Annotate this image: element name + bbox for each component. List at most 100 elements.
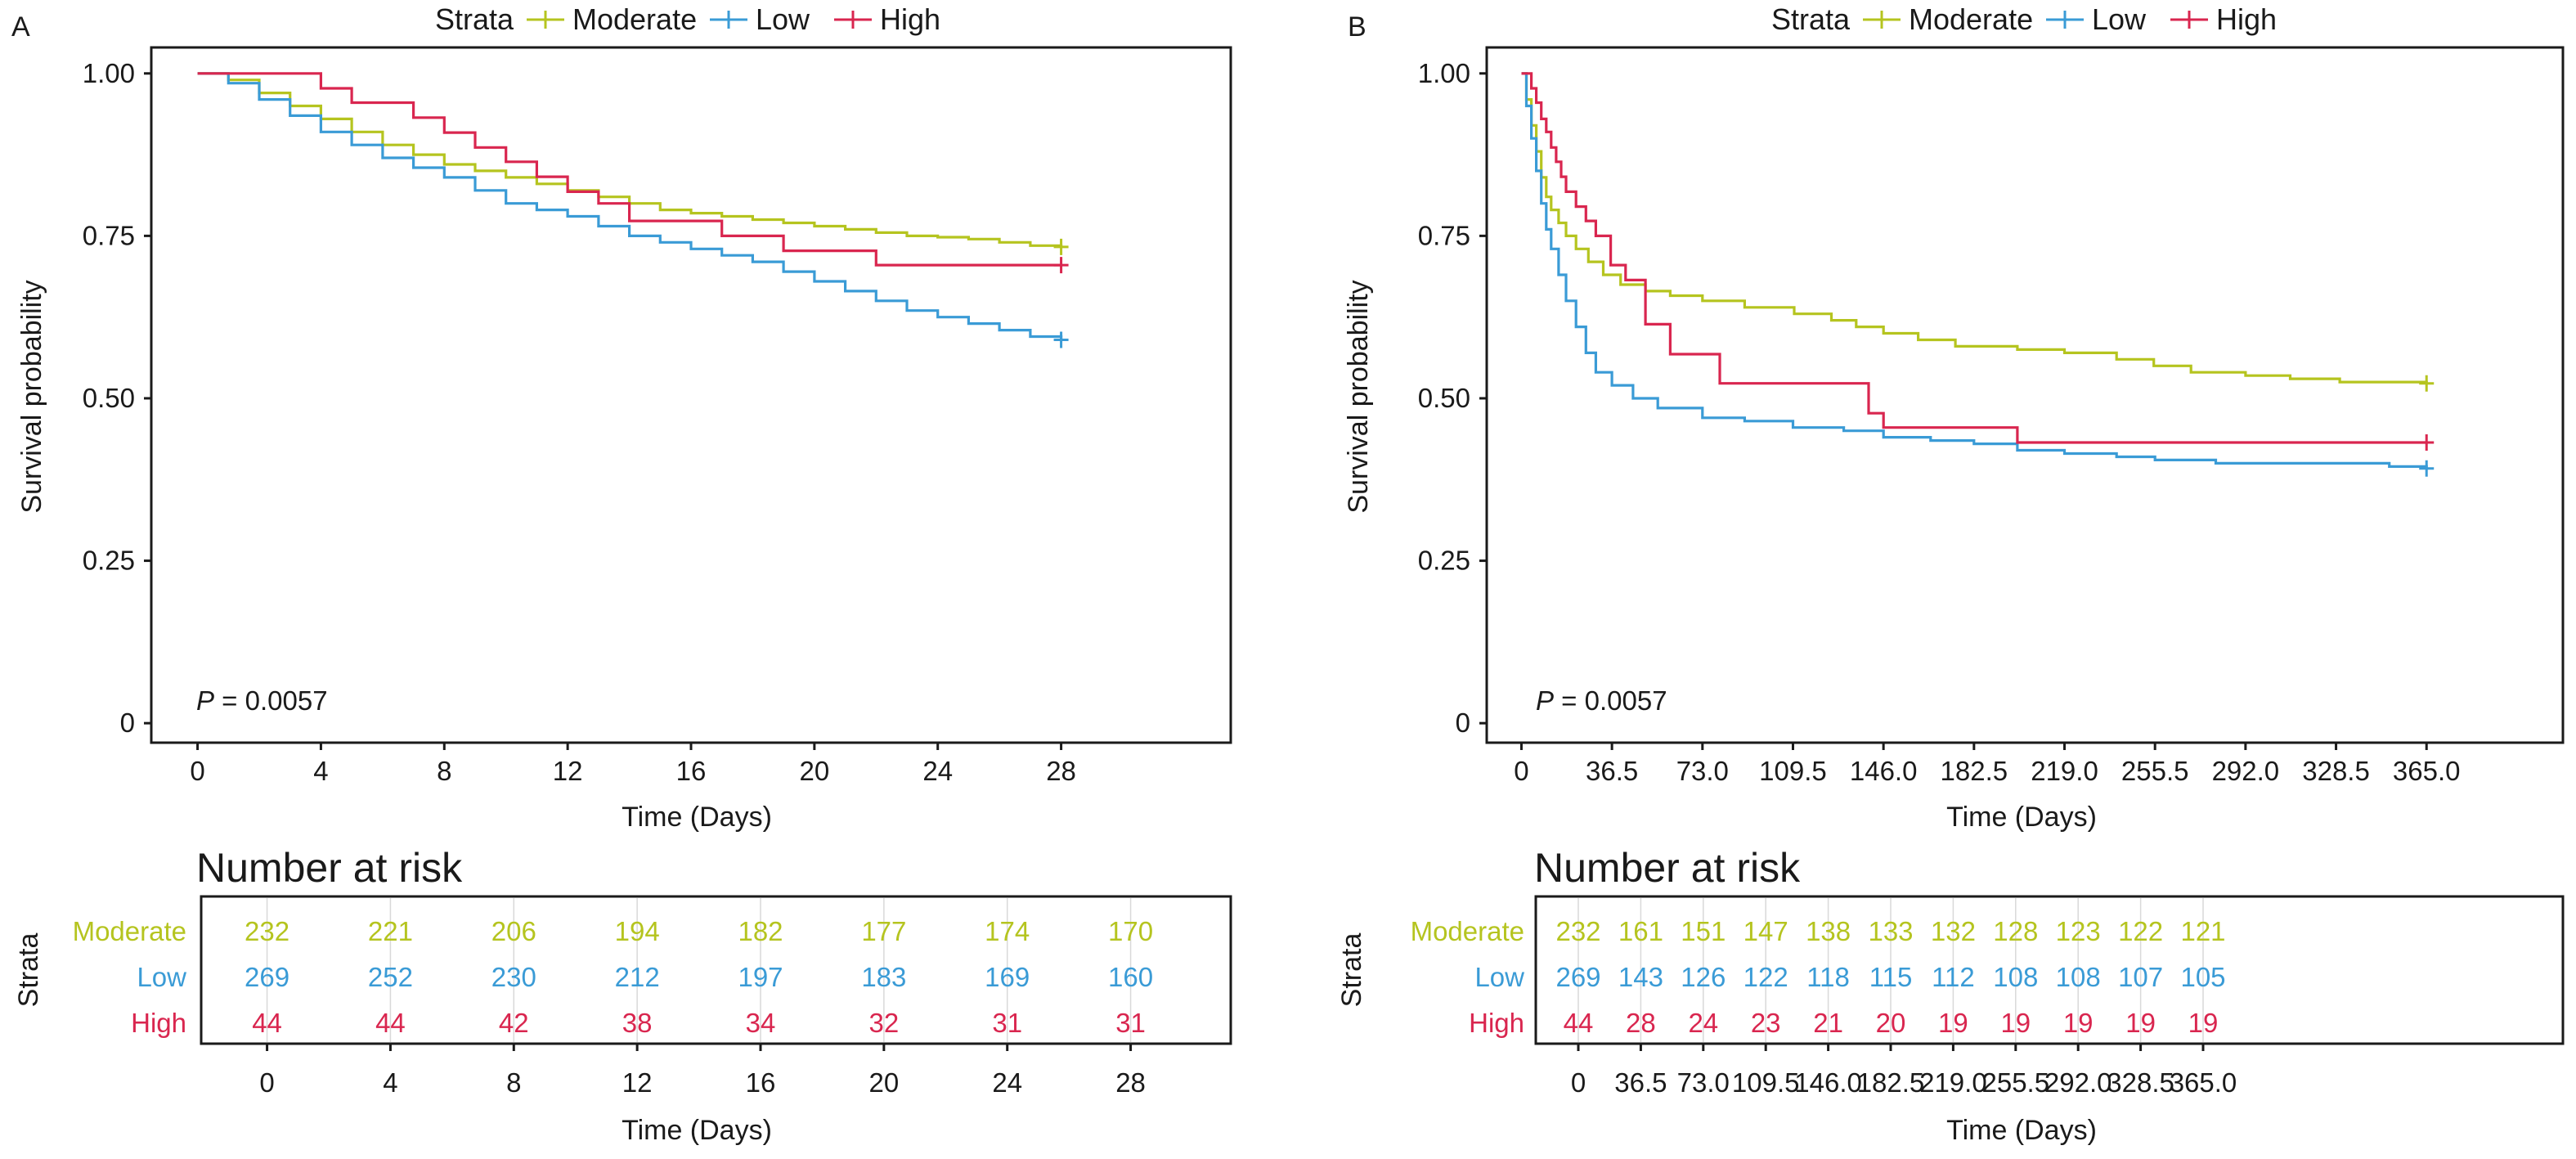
legend-label-high-a: High: [880, 2, 940, 36]
panel-a: A Strata Moderate Low High 0 0.25 0.50 0.75…: [11, 2, 1232, 1146]
risk-count-high-b-0: 44: [1564, 1008, 1594, 1038]
censor-mark-high-b: [2419, 434, 2435, 451]
y-axis-title-b: Survival probability: [1343, 280, 1374, 513]
risk-count-high-a-1: 44: [375, 1008, 406, 1038]
legend-label-low-a: Low: [756, 2, 810, 36]
risk-strata-label-moderate-a: Moderate: [73, 916, 186, 946]
risk-count-moderate-a-3: 194: [615, 916, 660, 946]
legend-a: Strata Moderate Low High: [435, 2, 940, 36]
risk-count-moderate-b-3: 147: [1744, 916, 1788, 946]
legend-key-high-a: [834, 11, 872, 29]
risk-count-high-b-8: 19: [2063, 1008, 2094, 1038]
risk-x-tick-label-a-4: 16: [746, 1067, 776, 1098]
risk-strata-label-low-b: Low: [1474, 962, 1524, 992]
y-tick-label-a-3: 0.75: [83, 220, 135, 250]
legend-label-low-b: Low: [2092, 2, 2147, 36]
risk-x-tick-label-a-2: 8: [506, 1067, 521, 1098]
plot-area-b: 0 0.25 0.50 0.75 1.00 0 36.5 73.0 109.5 146.0 182.…: [1418, 46, 2565, 786]
risk-table-title-b: Number at risk: [1534, 845, 1801, 891]
risk-x-tick-label-b-6: 219.0: [1919, 1067, 1987, 1098]
y-tick-label-a-0: 0: [120, 708, 135, 738]
x-tick-label-a-1: 4: [313, 756, 328, 786]
plot-frame-a: [150, 46, 1232, 744]
risk-count-moderate-a-7: 170: [1108, 916, 1153, 946]
x-tick-label-a-6: 24: [922, 756, 953, 786]
risk-count-low-a-5: 183: [861, 962, 906, 992]
y-tick-label-b-3: 0.75: [1418, 220, 1470, 250]
x-tick-label-b-4: 146.0: [1850, 756, 1918, 786]
risk-count-low-b-2: 126: [1681, 962, 1726, 992]
risk-count-low-a-0: 269: [245, 962, 289, 992]
risk-count-high-b-7: 19: [2000, 1008, 2031, 1038]
x-tick-label-a-7: 28: [1046, 756, 1076, 786]
y-tick-label-b-4: 1.00: [1418, 58, 1470, 88]
risk-count-moderate-b-9: 122: [2118, 916, 2163, 946]
risk-x-tick-label-b-8: 292.0: [2044, 1067, 2112, 1098]
risk-count-moderate-a-0: 232: [245, 916, 289, 946]
risk-count-moderate-b-1: 161: [1618, 916, 1663, 946]
plot-area-a: 0 0.25 0.50 0.75 1.00 0 4 8 12 16 20 24 28: [83, 46, 1232, 786]
y-tick-label-a-2: 0.50: [83, 383, 135, 413]
risk-count-moderate-b-4: 138: [1806, 916, 1851, 946]
km-curve-moderate-b: [1521, 72, 2428, 384]
risk-count-low-b-4: 118: [1806, 962, 1850, 992]
risk-x-tick-label-b-9: 328.5: [2107, 1067, 2174, 1098]
risk-table-cells-a: Moderate 232 221 206 194 182 177 174 170 Low 269 25…: [73, 898, 1153, 1098]
risk-x-tick-label-b-2: 73.0: [1677, 1067, 1730, 1098]
risk-count-high-b-3: 23: [1751, 1008, 1781, 1038]
risk-count-low-a-3: 212: [615, 962, 660, 992]
risk-strata-label-low-a: Low: [137, 962, 186, 992]
km-curve-high-a: [197, 72, 1061, 267]
p-value-a: P = 0.0057: [196, 685, 328, 716]
risk-table-title-a: Number at risk: [196, 845, 463, 891]
x-tick-label-a-4: 16: [676, 756, 707, 786]
risk-count-moderate-b-2: 151: [1681, 916, 1726, 946]
risk-x-tick-label-a-3: 12: [622, 1067, 653, 1098]
risk-count-moderate-b-8: 123: [2056, 916, 2101, 946]
panel-letter-a: A: [11, 11, 30, 43]
risk-x-tick-label-b-0: 0: [1571, 1067, 1586, 1098]
risk-count-moderate-b-0: 232: [1555, 916, 1600, 946]
y-tick-label-b-1: 0.25: [1418, 546, 1470, 576]
risk-x-tick-label-b-5: 182.5: [1857, 1067, 1925, 1098]
legend-label-moderate-b: Moderate: [1909, 2, 2033, 36]
risk-count-high-b-4: 21: [1813, 1008, 1843, 1038]
legend-title-a: Strata: [435, 2, 514, 36]
risk-count-low-a-4: 197: [738, 962, 783, 992]
risk-x-tick-label-b-3: 109.5: [1732, 1067, 1800, 1098]
y-tick-label-b-2: 0.50: [1418, 383, 1470, 413]
risk-count-high-b-1: 28: [1626, 1008, 1656, 1038]
panel-b: B Strata Moderate Low High 0 0.25 0.50 0.75…: [1336, 2, 2565, 1146]
risk-x-tick-label-a-0: 0: [259, 1067, 274, 1098]
x-tick-label-b-5: 182.5: [1941, 756, 2008, 786]
risk-count-moderate-a-5: 177: [861, 916, 906, 946]
risk-strata-label-moderate-b: Moderate: [1411, 916, 1524, 946]
risk-x-tick-label-b-1: 36.5: [1614, 1067, 1667, 1098]
x-tick-label-a-0: 0: [190, 756, 204, 786]
censor-mark-moderate-a: [1053, 238, 1069, 255]
censor-mark-moderate-b: [2419, 375, 2435, 392]
x-tick-label-b-3: 109.5: [1759, 756, 1827, 786]
legend-label-moderate-a: Moderate: [572, 2, 697, 36]
censor-mark-low-a: [1053, 331, 1069, 348]
risk-count-moderate-a-6: 174: [985, 916, 1030, 946]
x-tick-label-a-2: 8: [437, 756, 451, 786]
risk-x-tick-label-a-6: 24: [992, 1067, 1022, 1098]
panel-letter-b: B: [1348, 11, 1367, 43]
x-tick-label-a-3: 12: [553, 756, 583, 786]
y-tick-label-a-4: 1.00: [83, 58, 135, 88]
x-tick-label-b-9: 328.5: [2302, 756, 2370, 786]
legend-key-high-b: [2170, 11, 2208, 29]
risk-count-low-b-10: 105: [2180, 962, 2225, 992]
risk-count-high-b-6: 19: [1938, 1008, 1968, 1038]
km-curve-high-b: [1521, 72, 2427, 444]
x-tick-label-b-6: 219.0: [2031, 756, 2098, 786]
km-curve-low-a: [197, 72, 1063, 340]
x-tick-label-b-2: 73.0: [1676, 756, 1729, 786]
censor-mark-high-a: [1053, 257, 1069, 274]
risk-count-low-b-5: 115: [1869, 962, 1913, 992]
x-tick-label-b-7: 255.5: [2121, 756, 2189, 786]
risk-table-a: Number at risk Moderate 232 221 206 194 182 17…: [13, 845, 1232, 1146]
risk-count-low-b-3: 122: [1744, 962, 1788, 992]
